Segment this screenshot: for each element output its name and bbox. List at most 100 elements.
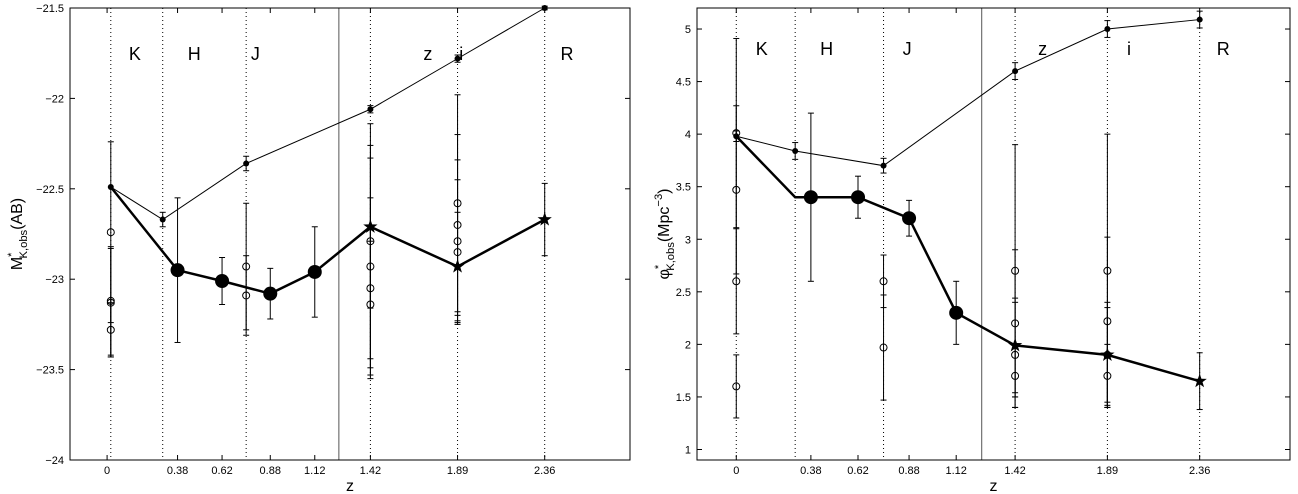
band-label-k: K (129, 44, 141, 64)
band-label-k: K (756, 39, 768, 59)
band-label-j: J (903, 39, 912, 59)
y-axis-label-part: (AB) (9, 198, 26, 230)
y-tick-label: 3.5 (676, 182, 691, 194)
data-point-star (537, 212, 552, 226)
x-tick-label: 1.12 (304, 465, 325, 477)
data-point-star (1192, 373, 1207, 388)
y-tick-label: 4.5 (676, 77, 691, 89)
x-tick-label: 1.89 (447, 465, 468, 477)
data-point-open-circle (106, 228, 115, 237)
band-label-h: H (820, 39, 833, 59)
y-tick-label: 3 (685, 234, 691, 246)
y-axis-label-part: K,obs (18, 229, 30, 258)
data-point-dot (880, 162, 887, 169)
x-tick-label: 0.88 (898, 465, 919, 477)
x-tick-label: 1.42 (1004, 465, 1025, 477)
data-point-large-circle (170, 263, 185, 278)
x-tick-label: 1.42 (360, 465, 381, 477)
y-tick-label: 2 (685, 339, 691, 351)
data-point-open-circle (1011, 319, 1020, 328)
y-tick-label: 1 (685, 444, 691, 456)
data-point-open-circle (1011, 266, 1020, 275)
data-point-large-circle (263, 286, 278, 301)
data-point-open-circle (366, 237, 375, 246)
band-label-h: H (188, 44, 201, 64)
data-point-open-circle (732, 382, 741, 391)
y-tick-label: 1.5 (676, 392, 691, 404)
data-point-dot (159, 216, 166, 223)
x-tick-label: 0 (104, 465, 110, 477)
data-point-large-circle (803, 190, 818, 205)
y-axis-label-part: −3 (653, 194, 665, 207)
y-axis-label: φ*K,obs(Mpc−3) (653, 189, 677, 280)
data-point-open-circle (879, 277, 888, 286)
data-point-open-circle (453, 237, 462, 246)
data-point-dot (792, 147, 799, 154)
band-label-r: R (560, 44, 573, 64)
y-tick-label: 4 (685, 129, 691, 141)
band-label-r: R (1217, 39, 1230, 59)
data-point-dot (454, 55, 461, 62)
data-point-large-circle (851, 190, 866, 205)
data-point-open-circle (732, 277, 741, 286)
band-label-z: z (1038, 39, 1047, 59)
axes-frame (696, 7, 1291, 461)
y-tick-label: −21.5 (36, 3, 64, 15)
y-axis-label-part: φ (656, 269, 673, 279)
x-axis-label: z (990, 478, 998, 494)
y-tick-label: −24 (45, 455, 64, 467)
data-point-open-circle (242, 262, 251, 271)
series-line-0 (110, 7, 545, 221)
data-point-open-circle (1103, 350, 1112, 359)
x-tick-label: 2.36 (1189, 465, 1210, 477)
data-point-open-circle (453, 248, 462, 257)
data-point-open-circle (1103, 371, 1112, 380)
data-point-large-circle (902, 211, 917, 226)
data-point-open-circle (732, 129, 741, 138)
band-label-j: J (251, 44, 260, 64)
data-point-open-circle (366, 300, 375, 309)
x-tick-label: 0.88 (260, 465, 281, 477)
x-tick-label: 0.62 (847, 465, 868, 477)
y-axis-label-part: * (6, 252, 18, 257)
x-tick-label: 0.62 (211, 465, 232, 477)
y-tick-label: −22 (45, 93, 64, 105)
data-point-dot (1012, 68, 1019, 75)
y-tick-label: 5 (685, 24, 691, 36)
data-point-open-circle (366, 284, 375, 293)
y-tick-label: 2.5 (676, 287, 691, 299)
x-tick-label: 0 (733, 465, 739, 477)
y-axis-label-part: * (653, 264, 665, 269)
y-axis-label-part: M (9, 257, 26, 270)
data-point-dot (1104, 26, 1111, 33)
y-axis-label-part: K,obs (665, 242, 677, 271)
x-tick-label: 2.36 (534, 465, 555, 477)
data-point-open-circle (879, 343, 888, 352)
y-axis-label-part: (Mpc (656, 207, 673, 243)
x-tick-label: 1.89 (1097, 465, 1118, 477)
y-tick-label: −23.5 (36, 365, 64, 377)
band-label-i: i (459, 44, 463, 64)
data-point-open-circle (106, 325, 115, 334)
data-point-open-circle (1011, 350, 1020, 359)
x-tick-label: 1.12 (945, 465, 966, 477)
data-point-large-circle (215, 274, 230, 289)
data-point-open-circle (366, 262, 375, 271)
x-axis-label: z (346, 478, 354, 494)
data-point-open-circle (1103, 317, 1112, 326)
band-label-z: z (423, 44, 432, 64)
data-point-open-circle (453, 199, 462, 208)
data-point-dot (243, 160, 250, 167)
data-point-open-circle (732, 185, 741, 194)
x-tick-label: 0.38 (167, 465, 188, 477)
y-axis-label-part: ) (656, 189, 673, 194)
y-tick-label: −23 (45, 274, 64, 286)
data-point-open-circle (106, 298, 115, 307)
axes-frame (69, 7, 631, 461)
band-label-i: i (1127, 39, 1131, 59)
y-tick-label: −22.5 (36, 184, 64, 196)
data-point-dot (367, 106, 374, 113)
